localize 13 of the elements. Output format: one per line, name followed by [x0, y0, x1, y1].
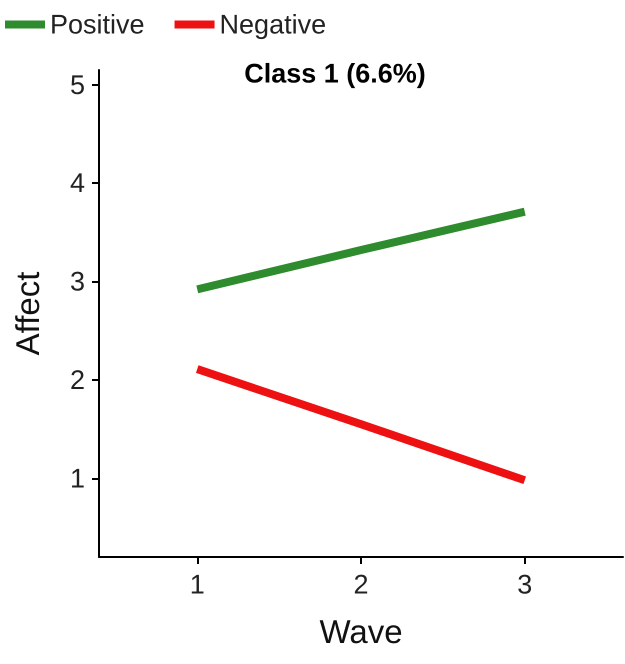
y-tick-label: 5 [70, 70, 85, 100]
x-tick-label: 3 [517, 570, 532, 600]
legend-label: Positive [50, 10, 145, 40]
legend-label: Negative [220, 10, 326, 40]
y-axis-title: Affect [9, 272, 46, 356]
x-tick-label: 1 [190, 570, 205, 600]
y-tick-label: 1 [70, 463, 85, 494]
x-tick-label: 2 [353, 570, 369, 600]
chart-title: Class 1 (6.6%) [244, 58, 426, 88]
y-tick-label: 2 [70, 364, 85, 395]
y-tick-label: 3 [70, 266, 85, 297]
x-axis-title: Wave [319, 613, 403, 650]
y-tick-label: 4 [70, 168, 85, 198]
